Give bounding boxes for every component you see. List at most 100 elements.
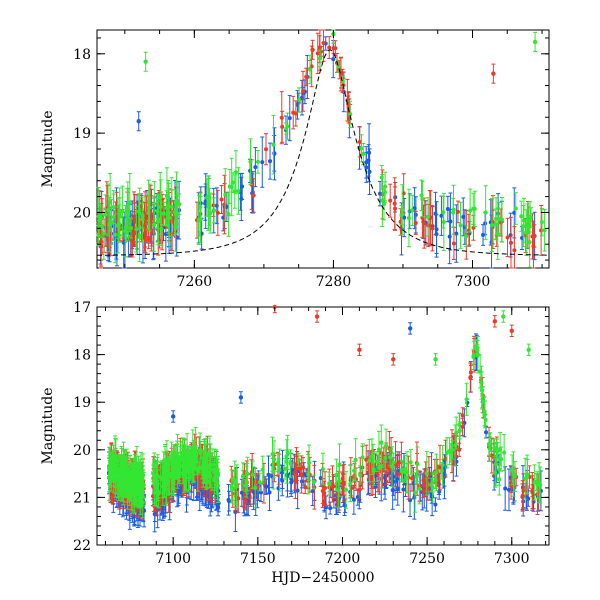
data-point-green [175,200,180,205]
data-point-blue [266,472,271,477]
data-point-green [521,224,526,229]
data-point-blue [253,165,258,170]
data-point-green [496,216,501,221]
data-point-green [230,180,235,185]
data-point-red [421,478,426,483]
outlier-point-blue [136,119,141,124]
data-point-green [146,200,151,205]
bottom-data-points [106,304,543,533]
outlier-point-blue [407,326,413,331]
data-point-red [422,221,427,226]
top-plot-frame [96,29,550,269]
data-point-red [468,370,473,375]
data-point-green [98,215,103,220]
data-point-green [159,227,164,232]
outlier-point-red [310,47,315,53]
data-point-green [158,205,163,210]
x-tick-label: 7260 [177,274,213,290]
data-point-green [472,206,477,211]
x-tick-label: 7280 [316,274,352,290]
data-point-green [441,210,446,215]
top-model-curve [97,49,549,256]
data-point-blue [439,213,444,218]
data-point-green [106,207,111,212]
data-point-red [320,488,325,493]
data-point-green [248,159,253,164]
data-point-green [361,151,366,156]
data-point-red [315,51,320,56]
data-point-blue [461,214,466,219]
data-point-red [413,220,418,225]
data-point-green [116,223,121,228]
data-point-green [172,210,177,215]
data-point-red [327,45,332,50]
data-point-green [198,205,203,210]
y-tick-label: 20 [73,205,91,221]
data-point-green [169,204,174,209]
data-point-green [458,223,463,228]
data-point-green [134,227,139,232]
data-point-green [380,198,385,203]
data-point-blue [272,151,277,156]
data-point-green [379,175,384,180]
data-point-blue [239,490,244,495]
data-point-green [494,216,499,221]
data-point-blue [324,505,329,510]
data-point-green [140,217,145,222]
data-point-green [227,184,232,189]
data-point-red [149,228,154,233]
data-point-red [375,471,380,476]
data-point-green [236,188,241,193]
outlier-point-red [491,71,496,76]
data-point-green [383,184,388,189]
data-point-red [331,46,336,51]
data-point-green [499,217,504,222]
data-point-red [460,413,465,418]
data-point-green [399,213,404,218]
data-point-red [520,493,525,498]
data-point-green [161,211,166,216]
data-point-red [530,489,535,494]
data-point-blue [401,487,406,492]
data-point-green [542,228,547,233]
outlier-point-green [532,39,538,45]
data-point-red [505,235,510,240]
data-point-blue [433,502,438,507]
data-point-red [132,219,137,224]
data-point-blue [259,490,264,495]
data-point-blue [484,430,489,435]
top-axis-ticks [97,30,549,268]
data-point-green [336,64,341,69]
data-point-green [101,231,106,236]
data-point-green [406,215,411,220]
data-point-green [318,56,323,61]
top-y-axis-label: Magnitude [40,110,56,187]
data-point-blue [351,497,356,502]
data-point-green [156,217,161,222]
data-point-blue [216,504,221,509]
data-point-green [451,210,456,215]
data-point-green [111,215,116,220]
data-point-green [410,208,415,213]
data-point-green [127,200,132,205]
data-point-blue [239,196,244,201]
data-point-blue [343,503,348,508]
data-point-green [359,146,364,151]
data-point-green [164,206,169,211]
data-point-green [441,219,446,224]
data-point-red [539,228,544,233]
data-point-red [468,375,473,380]
y-tick-label: 19 [73,126,91,142]
data-point-blue [295,488,300,493]
data-point-blue [390,488,395,493]
data-point-red [430,226,435,231]
data-point-red [293,111,298,116]
data-point-green [426,214,431,219]
data-point-red [293,478,298,483]
data-point-blue [299,479,304,484]
data-point-green [527,240,532,245]
data-point-blue [331,57,336,62]
data-point-red [222,202,227,207]
data-point-blue [433,211,438,216]
